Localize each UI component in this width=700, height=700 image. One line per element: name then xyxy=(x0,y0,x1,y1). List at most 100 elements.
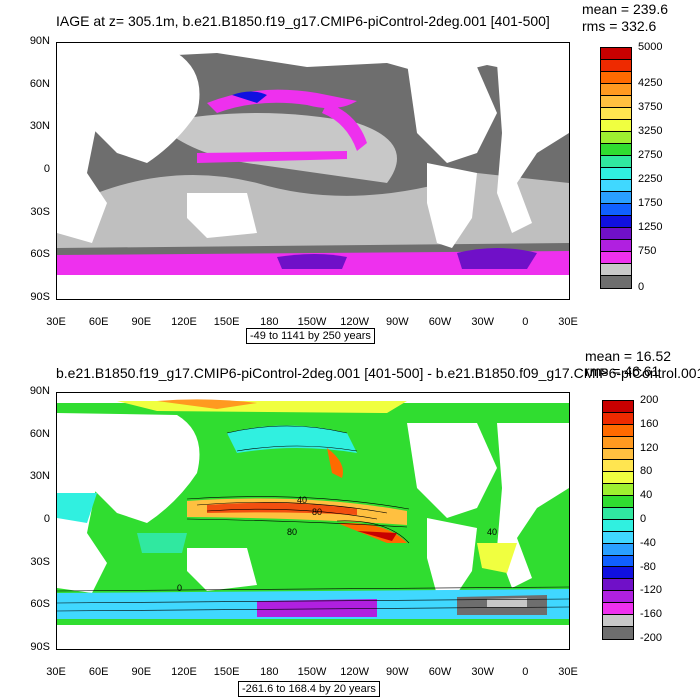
panel2-lon-tick: 30E xyxy=(46,666,66,678)
panel2-colorbar-swatch xyxy=(603,412,633,425)
panel2-map: 40 80 80 40 0 xyxy=(56,392,570,650)
panel2-rms: rms = 46.61 xyxy=(585,363,660,379)
panel2-colorbar-label: -160 xyxy=(640,608,663,621)
panel1-colorbar-swatch xyxy=(601,108,631,120)
panel1-colorbar-swatch xyxy=(601,264,631,276)
panel2-colorbar-swatch xyxy=(603,626,633,639)
panel1-colorbar-swatch xyxy=(601,48,631,60)
panel2-mean: mean = 16.52 xyxy=(585,348,672,364)
panel1-colorbar-swatch xyxy=(601,120,631,132)
equatorial-red xyxy=(207,502,357,515)
panel2-colorbar-swatch xyxy=(603,448,633,461)
asia-land xyxy=(57,53,200,163)
antarctica-land xyxy=(57,271,569,299)
panel1-title: IAGE at z= 305.1m, b.e21.B1850.f19_g17.C… xyxy=(56,13,550,29)
panel1-colorbar xyxy=(600,47,632,289)
panel1-colorbar-swatch xyxy=(601,240,631,252)
southern-ocean-purple-1 xyxy=(277,254,347,269)
panel1-colorbar-label: 2250 xyxy=(638,173,663,185)
panel2-lat-tick: 30S xyxy=(30,555,50,568)
panel2-lon-tick: 180 xyxy=(260,666,279,678)
panel1-lon-tick: 150W xyxy=(297,316,327,328)
australia-land xyxy=(187,548,257,591)
panel1-lon-tick: 180 xyxy=(260,316,279,328)
panel2-colorbar-swatch xyxy=(603,401,633,413)
indian-cyan xyxy=(57,493,97,523)
panel2-lat-tick: 30N xyxy=(29,470,50,483)
panel2-colorbar-label: -120 xyxy=(640,584,663,597)
arctic-orange xyxy=(157,399,257,409)
north-pacific-blue xyxy=(232,91,267,103)
panel2-lat-tick: 90N xyxy=(29,385,50,397)
panel1-lon-tick: 0 xyxy=(522,316,529,328)
panel1-colorbar-swatch xyxy=(601,96,631,108)
panel2-colorbar-swatch xyxy=(603,496,633,509)
panel2-lon-tick: 150W xyxy=(297,666,327,678)
panel2-colorbar-label: 160 xyxy=(640,417,659,430)
panel2-colorbar-swatch xyxy=(603,484,633,497)
panel1-mean: mean = 239.6 xyxy=(582,1,669,17)
panel1-colorbar-label: 3250 xyxy=(638,125,663,137)
panel2-lon-tick: 60W xyxy=(428,666,452,678)
panel2-colorbar-swatch xyxy=(603,508,633,520)
panel1-lon-tick: 30E xyxy=(558,316,578,328)
antarctica-land xyxy=(57,625,569,649)
south-america-land xyxy=(427,518,477,601)
atlantic-yellow xyxy=(477,543,517,573)
panel1-colorbar-swatch xyxy=(601,60,631,72)
panel2-lon-tick: 90W xyxy=(386,666,409,678)
panel1-colorbar-label: 4250 xyxy=(638,77,663,89)
panel1-colorbar-swatch xyxy=(601,168,631,180)
panel1-colorbar-swatch xyxy=(601,84,631,96)
panel1-range-label: -49 to 1141 by 250 years xyxy=(246,328,375,344)
panel1-lat-tick: 90N xyxy=(29,35,50,47)
panel1-lon-tick: 30E xyxy=(46,316,66,328)
panel2-colorbar-label: 40 xyxy=(640,489,653,502)
panel1-lon-tick: 120W xyxy=(340,316,370,328)
panel2-colorbar-swatch xyxy=(603,436,633,449)
panel1-lat-tick: 90S xyxy=(30,291,50,303)
contour-label: 0 xyxy=(177,583,182,593)
panel2-lon-tick: 0 xyxy=(522,666,529,678)
panel2-colorbar-swatch xyxy=(603,555,633,568)
panel1-lon-tick: 120E xyxy=(171,316,197,328)
panel1-colorbar-swatch xyxy=(601,216,631,228)
panel2-lon-tick: 30W xyxy=(471,666,494,678)
contour-label: 80 xyxy=(312,507,322,517)
panel2-colorbar-swatch xyxy=(603,615,633,627)
panel1-map-svg xyxy=(57,43,569,299)
contour-lines xyxy=(57,425,569,612)
asia-land xyxy=(57,413,200,523)
panel1-colorbar-label: 1750 xyxy=(638,197,663,209)
panel2-colorbar-swatch xyxy=(603,591,633,604)
panel2-lat-tick: 0 xyxy=(43,513,50,525)
panel2-lon-tick: 120W xyxy=(340,666,370,678)
panel1-lon-tick: 60W xyxy=(428,316,452,328)
panel2-colorbar-label: 0 xyxy=(640,513,647,525)
panel2-colorbar-label: 120 xyxy=(640,441,659,454)
panel2-map-svg: 40 80 80 40 0 xyxy=(57,393,569,649)
panel2-colorbar-label: -40 xyxy=(640,536,656,549)
contour-label: 80 xyxy=(287,527,297,537)
east-pacific-magenta xyxy=(322,103,367,151)
equatorial-magenta xyxy=(197,151,347,163)
panel1-colorbar-label: 0 xyxy=(638,281,645,293)
southern-lightgrey xyxy=(487,598,527,607)
panel1-colorbar-swatch xyxy=(601,228,631,240)
panel1-colorbar-swatch xyxy=(601,156,631,168)
panel1-lon-tick: 150E xyxy=(213,316,240,328)
panel2-colorbar-label: -80 xyxy=(640,560,656,573)
panel1-colorbar-swatch xyxy=(601,180,631,192)
panel1-lat-tick: 60N xyxy=(29,77,50,90)
panel2-colorbar-swatch xyxy=(603,603,633,616)
southern-purple xyxy=(257,599,377,617)
panel1-lat-tick: 60S xyxy=(30,248,50,261)
panel2-colorbar-swatch xyxy=(603,519,633,532)
southern-ocean-purple-2 xyxy=(457,248,537,269)
panel1-colorbar-swatch xyxy=(601,144,631,156)
contour-label: 40 xyxy=(487,527,497,537)
africa-land xyxy=(57,103,107,243)
panel1-colorbar-swatch xyxy=(601,204,631,216)
panel2-colorbar-swatch xyxy=(603,579,633,592)
panel2-colorbar-label: 200 xyxy=(640,394,659,406)
